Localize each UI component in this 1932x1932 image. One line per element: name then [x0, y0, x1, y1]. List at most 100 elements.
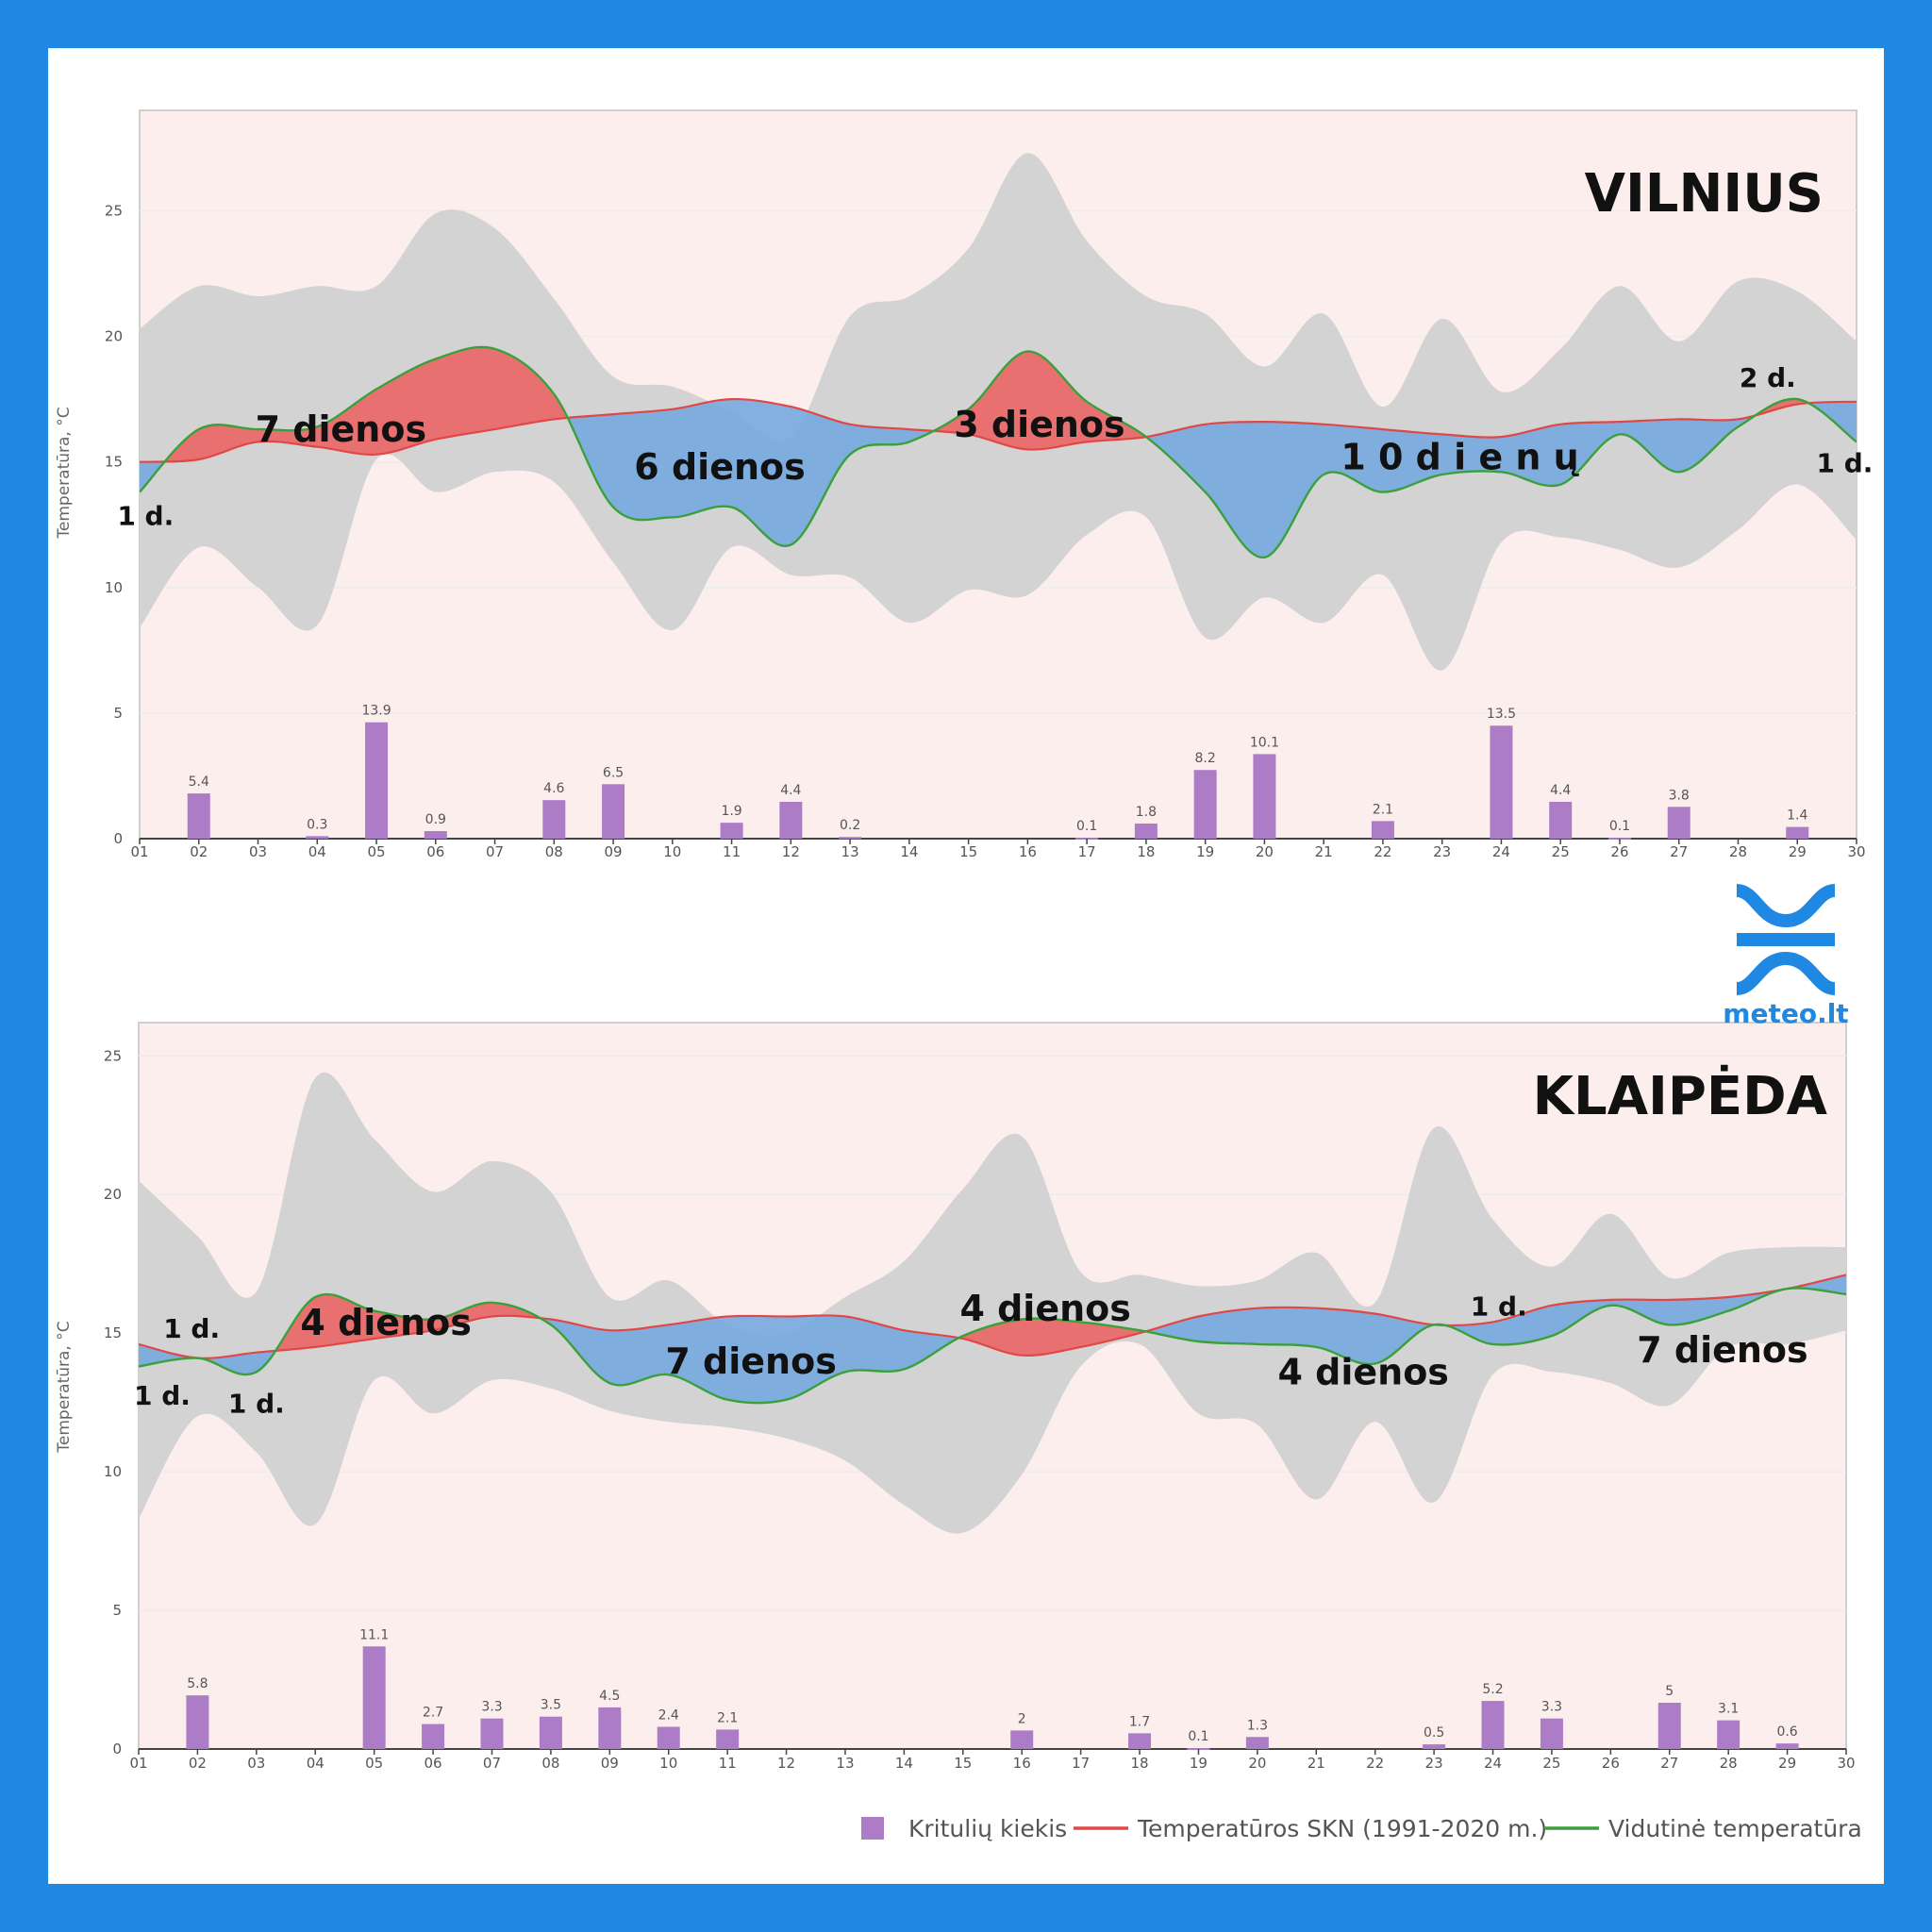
- meteo-logo-text: meteo.lt: [1723, 998, 1848, 1029]
- legend-item[interactable]: Kritulių kiekis: [861, 1815, 1067, 1842]
- precip-bar: [1490, 725, 1513, 839]
- precip-bar: [186, 1695, 209, 1749]
- precip-data-label: 5: [1665, 1684, 1674, 1699]
- legend-item[interactable]: Temperatūros SKN (1991-2020 m.): [1074, 1815, 1547, 1842]
- x-tick-label: 09: [601, 1755, 619, 1772]
- precip-bar: [362, 1646, 386, 1749]
- series-line-norm: [139, 1274, 1846, 1359]
- legend: Kritulių kiekis Temperatūros SKN (1991-20…: [861, 1815, 1862, 1842]
- x-tick-label: 07: [483, 1755, 501, 1772]
- precip-bar: [1775, 1743, 1799, 1749]
- precip-bar: [1657, 1703, 1681, 1749]
- precip-data-label: 0.1: [1076, 819, 1097, 834]
- x-tick-label: 25: [1542, 1755, 1560, 1772]
- x-tick-label: 14: [895, 1755, 913, 1772]
- x-tick-label: 10: [663, 843, 681, 860]
- precip-data-label: 13.9: [361, 704, 391, 719]
- precip-bar: [1245, 1737, 1269, 1749]
- precip-bar: [716, 1729, 740, 1749]
- y-tick-label: 25: [104, 1047, 122, 1064]
- meteo-logo: meteo.lt: [1723, 884, 1849, 1029]
- x-tick-label: 13: [841, 843, 859, 860]
- x-tick-label: 17: [1072, 1755, 1090, 1772]
- precip-bar: [1717, 1720, 1740, 1749]
- chart-title: VILNIUS: [1585, 163, 1824, 225]
- precip-data-label: 3.8: [1669, 788, 1690, 803]
- precip-data-label: 0.6: [1776, 1724, 1797, 1740]
- x-tick-label: 28: [1729, 843, 1747, 860]
- y-tick-label: 20: [105, 328, 123, 345]
- precip-bar: [542, 800, 566, 839]
- precip-data-label: 0.5: [1424, 1725, 1444, 1740]
- x-tick-label: 18: [1137, 843, 1155, 860]
- precip-bar: [1193, 770, 1217, 839]
- x-tick-label: 14: [900, 843, 918, 860]
- warm-anomaly-fill: [139, 1288, 1846, 1404]
- precip-data-label: 3.5: [541, 1698, 561, 1713]
- x-tick-label: 24: [1492, 843, 1510, 860]
- precip-data-label: 2.7: [423, 1706, 443, 1721]
- series-line-norm: [140, 397, 1857, 463]
- y-tick-label: 20: [104, 1186, 122, 1203]
- legend-item[interactable]: Vidutinė temperatūra: [1544, 1815, 1862, 1842]
- x-tick-label: 27: [1660, 1755, 1678, 1772]
- precip-data-label: 4.4: [1550, 783, 1571, 798]
- x-tick-label: 02: [189, 1755, 207, 1772]
- y-tick-label: 0: [113, 830, 123, 847]
- y-tick-label: 5: [113, 705, 123, 722]
- precip-data-label: 1.7: [1129, 1714, 1150, 1729]
- precip-data-label: 3.3: [481, 1700, 502, 1715]
- precip-bar: [779, 801, 803, 839]
- period-annotation: 1 d.: [1816, 447, 1873, 478]
- precip-bar: [306, 836, 329, 839]
- series-line-mean: [140, 345, 1857, 559]
- x-tick-label: 27: [1670, 843, 1688, 860]
- x-tick-label: 16: [1013, 1755, 1031, 1772]
- precip-data-label: 1.4: [1787, 808, 1807, 824]
- x-tick-label: 08: [545, 843, 563, 860]
- x-tick-label: 09: [605, 843, 623, 860]
- x-tick-label: 10: [659, 1755, 677, 1772]
- x-tick-label: 29: [1789, 843, 1807, 860]
- x-tick-label: 23: [1433, 843, 1451, 860]
- x-tick-label: 13: [836, 1755, 854, 1772]
- period-annotation: 4 dienos: [300, 1302, 471, 1343]
- precip-bar: [1423, 1744, 1446, 1749]
- legend-label: Kritulių kiekis: [908, 1815, 1067, 1842]
- x-tick-label: 30: [1847, 843, 1865, 860]
- x-tick-label: 15: [959, 843, 977, 860]
- precip-data-label: 1.8: [1136, 805, 1157, 820]
- x-tick-label: 22: [1374, 843, 1391, 860]
- legend-label: Temperatūros SKN (1991-2020 m.): [1137, 1815, 1547, 1842]
- x-tick-label: 06: [425, 1755, 442, 1772]
- precip-bar: [1010, 1730, 1034, 1749]
- x-tick-label: 16: [1019, 843, 1037, 860]
- period-annotation: 1 d.: [228, 1389, 285, 1420]
- meteo-waves-logo-icon: [1735, 884, 1837, 995]
- x-tick-label: 18: [1130, 1755, 1148, 1772]
- precip-data-label: 6.5: [603, 765, 624, 780]
- precip-bar: [720, 823, 743, 839]
- precip-data-label: 0.2: [840, 818, 860, 833]
- x-tick-label: 28: [1720, 1755, 1738, 1772]
- precip-bar: [422, 1724, 445, 1749]
- precip-data-label: 13.5: [1487, 707, 1516, 722]
- precip-bar: [1371, 821, 1394, 839]
- precip-bar: [1134, 824, 1158, 839]
- precip-bar: [1540, 1718, 1563, 1749]
- x-tick-label: 24: [1484, 1755, 1502, 1772]
- precip-data-label: 2.1: [717, 1710, 738, 1725]
- x-tick-label: 21: [1315, 843, 1333, 860]
- period-annotation: 1 d.: [163, 1313, 220, 1344]
- period-annotation: 4 dienos: [959, 1288, 1130, 1329]
- x-tick-label: 23: [1425, 1755, 1443, 1772]
- period-annotation: 6 dienos: [634, 446, 805, 488]
- infographic-card: 0 5 10 15 20 25 Temperatūra, °C 5.4 0.3 13.9 0.9 4.…: [48, 48, 1884, 1884]
- x-tick-label: 20: [1256, 843, 1274, 860]
- precip-data-label: 4.6: [543, 781, 564, 796]
- x-tick-label: 05: [365, 1755, 383, 1772]
- y-axis-label: Temperatūra, °C: [55, 407, 74, 539]
- precip-data-label: 5.4: [189, 774, 209, 790]
